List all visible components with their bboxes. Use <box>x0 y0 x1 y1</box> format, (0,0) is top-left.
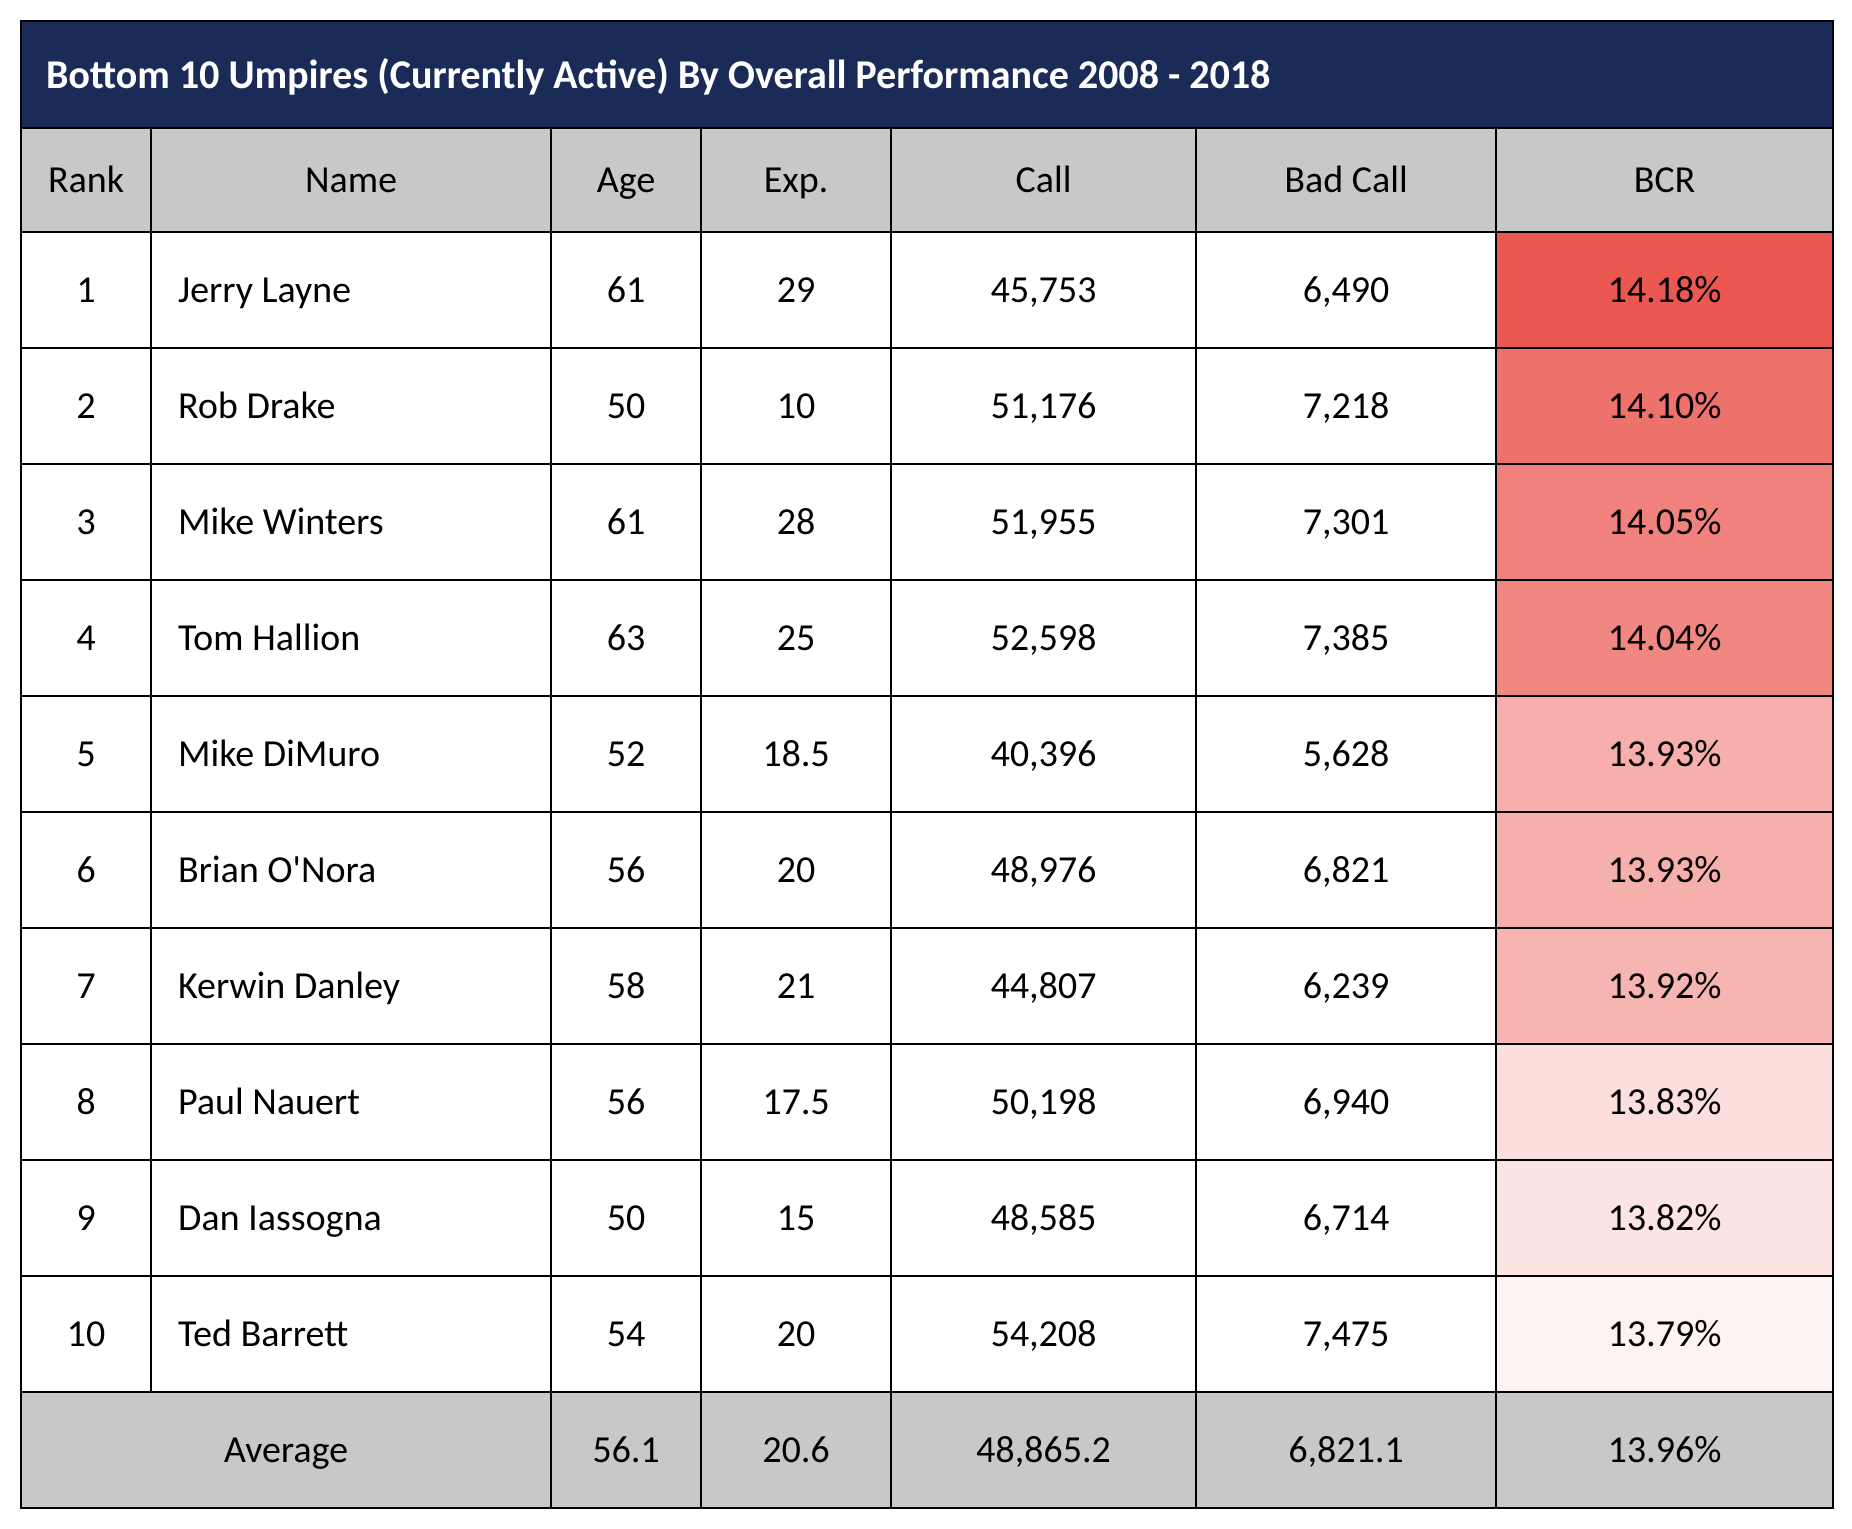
cell-exp: 29 <box>701 232 891 348</box>
cell-rank: 2 <box>21 348 151 464</box>
umpire-table: Bottom 10 Umpires (Currently Active) By … <box>20 20 1834 1509</box>
col-header-name: Name <box>151 128 551 232</box>
cell-age: 61 <box>551 232 701 348</box>
footer-bcr: 13.96% <box>1496 1392 1833 1508</box>
cell-exp: 18.5 <box>701 696 891 812</box>
cell-call: 50,198 <box>891 1044 1196 1160</box>
col-header-rank: Rank <box>21 128 151 232</box>
cell-rank: 9 <box>21 1160 151 1276</box>
cell-exp: 28 <box>701 464 891 580</box>
cell-badcall: 6,714 <box>1196 1160 1496 1276</box>
cell-age: 50 <box>551 1160 701 1276</box>
cell-call: 44,807 <box>891 928 1196 1044</box>
cell-bcr: 14.05% <box>1496 464 1833 580</box>
cell-bcr: 14.04% <box>1496 580 1833 696</box>
cell-call: 40,396 <box>891 696 1196 812</box>
col-header-exp: Exp. <box>701 128 891 232</box>
cell-call: 51,955 <box>891 464 1196 580</box>
cell-badcall: 6,821 <box>1196 812 1496 928</box>
table-row: 1 Jerry Layne 61 29 45,753 6,490 14.18% <box>21 232 1833 348</box>
cell-age: 63 <box>551 580 701 696</box>
cell-name: Kerwin Danley <box>151 928 551 1044</box>
cell-badcall: 7,475 <box>1196 1276 1496 1392</box>
table-row: 9 Dan Iassogna 50 15 48,585 6,714 13.82% <box>21 1160 1833 1276</box>
footer-exp: 20.6 <box>701 1392 891 1508</box>
cell-age: 58 <box>551 928 701 1044</box>
cell-name: Brian O'Nora <box>151 812 551 928</box>
table-header-row: Rank Name Age Exp. Call Bad Call BCR <box>21 128 1833 232</box>
cell-call: 45,753 <box>891 232 1196 348</box>
cell-badcall: 7,218 <box>1196 348 1496 464</box>
cell-exp: 21 <box>701 928 891 1044</box>
cell-rank: 3 <box>21 464 151 580</box>
cell-badcall: 6,940 <box>1196 1044 1496 1160</box>
table-title-row: Bottom 10 Umpires (Currently Active) By … <box>21 21 1833 128</box>
table-row: 2 Rob Drake 50 10 51,176 7,218 14.10% <box>21 348 1833 464</box>
cell-call: 48,585 <box>891 1160 1196 1276</box>
footer-label: Average <box>21 1392 551 1508</box>
cell-age: 61 <box>551 464 701 580</box>
cell-exp: 20 <box>701 812 891 928</box>
cell-exp: 15 <box>701 1160 891 1276</box>
cell-exp: 10 <box>701 348 891 464</box>
cell-bcr: 13.79% <box>1496 1276 1833 1392</box>
table-row: 5 Mike DiMuro 52 18.5 40,396 5,628 13.93… <box>21 696 1833 812</box>
cell-rank: 1 <box>21 232 151 348</box>
cell-rank: 7 <box>21 928 151 1044</box>
cell-age: 56 <box>551 1044 701 1160</box>
cell-name: Dan Iassogna <box>151 1160 551 1276</box>
cell-rank: 4 <box>21 580 151 696</box>
cell-exp: 20 <box>701 1276 891 1392</box>
table-title: Bottom 10 Umpires (Currently Active) By … <box>21 21 1833 128</box>
table-row: 4 Tom Hallion 63 25 52,598 7,385 14.04% <box>21 580 1833 696</box>
cell-call: 48,976 <box>891 812 1196 928</box>
cell-age: 56 <box>551 812 701 928</box>
cell-badcall: 6,239 <box>1196 928 1496 1044</box>
cell-call: 52,598 <box>891 580 1196 696</box>
cell-badcall: 7,301 <box>1196 464 1496 580</box>
cell-name: Ted Barrett <box>151 1276 551 1392</box>
cell-rank: 5 <box>21 696 151 812</box>
cell-call: 51,176 <box>891 348 1196 464</box>
cell-name: Jerry Layne <box>151 232 551 348</box>
cell-exp: 25 <box>701 580 891 696</box>
table-row: 7 Kerwin Danley 58 21 44,807 6,239 13.92… <box>21 928 1833 1044</box>
col-header-call: Call <box>891 128 1196 232</box>
footer-badcall: 6,821.1 <box>1196 1392 1496 1508</box>
cell-bcr: 13.83% <box>1496 1044 1833 1160</box>
cell-age: 52 <box>551 696 701 812</box>
cell-badcall: 6,490 <box>1196 232 1496 348</box>
cell-name: Rob Drake <box>151 348 551 464</box>
cell-age: 50 <box>551 348 701 464</box>
cell-name: Mike Winters <box>151 464 551 580</box>
cell-rank: 10 <box>21 1276 151 1392</box>
umpire-table-container: Bottom 10 Umpires (Currently Active) By … <box>20 20 1832 1509</box>
cell-name: Paul Nauert <box>151 1044 551 1160</box>
table-row: 3 Mike Winters 61 28 51,955 7,301 14.05% <box>21 464 1833 580</box>
cell-name: Mike DiMuro <box>151 696 551 812</box>
cell-name: Tom Hallion <box>151 580 551 696</box>
footer-call: 48,865.2 <box>891 1392 1196 1508</box>
cell-age: 54 <box>551 1276 701 1392</box>
table-row: 10 Ted Barrett 54 20 54,208 7,475 13.79% <box>21 1276 1833 1392</box>
col-header-bcr: BCR <box>1496 128 1833 232</box>
table-footer-row: Average 56.1 20.6 48,865.2 6,821.1 13.96… <box>21 1392 1833 1508</box>
cell-bcr: 13.93% <box>1496 696 1833 812</box>
cell-bcr: 13.82% <box>1496 1160 1833 1276</box>
table-row: 6 Brian O'Nora 56 20 48,976 6,821 13.93% <box>21 812 1833 928</box>
cell-bcr: 14.18% <box>1496 232 1833 348</box>
table-row: 8 Paul Nauert 56 17.5 50,198 6,940 13.83… <box>21 1044 1833 1160</box>
cell-exp: 17.5 <box>701 1044 891 1160</box>
cell-bcr: 13.92% <box>1496 928 1833 1044</box>
cell-bcr: 14.10% <box>1496 348 1833 464</box>
col-header-badcall: Bad Call <box>1196 128 1496 232</box>
cell-bcr: 13.93% <box>1496 812 1833 928</box>
cell-badcall: 5,628 <box>1196 696 1496 812</box>
cell-call: 54,208 <box>891 1276 1196 1392</box>
footer-age: 56.1 <box>551 1392 701 1508</box>
col-header-age: Age <box>551 128 701 232</box>
cell-rank: 6 <box>21 812 151 928</box>
cell-rank: 8 <box>21 1044 151 1160</box>
cell-badcall: 7,385 <box>1196 580 1496 696</box>
